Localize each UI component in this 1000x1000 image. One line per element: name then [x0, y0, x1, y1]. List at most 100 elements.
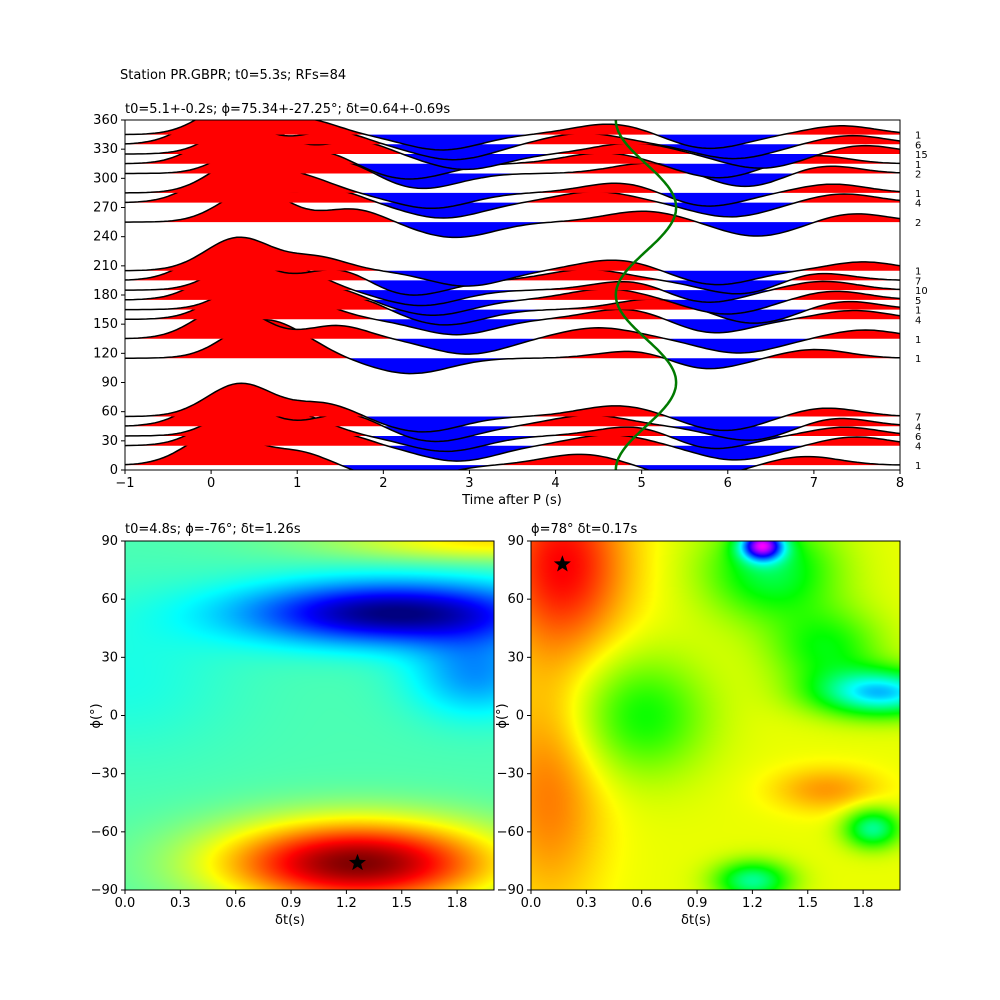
bin-count-label: 15	[915, 150, 928, 161]
trace-negative-fill	[125, 358, 900, 374]
x-tick-label: 0.0	[521, 896, 542, 911]
trace-negative-fill	[125, 319, 900, 335]
x-tick-label: 2	[379, 476, 387, 491]
trace-positive-fill	[125, 120, 900, 145]
bin-count-label: 7	[915, 276, 921, 287]
x-tick-label: 0.6	[631, 896, 652, 911]
trace-positive-fill	[125, 247, 900, 281]
left-heatmap-canvas-wrap	[125, 541, 494, 890]
trace-positive-fill	[125, 319, 900, 359]
trace-positive-fill	[125, 169, 900, 203]
bin-count-label: 1	[915, 335, 921, 346]
x-tick-label: 8	[896, 476, 904, 491]
left-y-label: ϕ(°)	[89, 703, 104, 728]
y-tick-label: 60	[101, 405, 118, 420]
bin-count-label: 5	[915, 296, 921, 307]
right-heatmap-canvas-wrap	[531, 541, 900, 890]
x-tick-label: 1	[293, 476, 301, 491]
trace-negative-fill	[125, 192, 900, 209]
bin-count-label: 1	[915, 354, 921, 365]
x-tick-label: 0.9	[687, 896, 708, 911]
left-heatmap	[125, 541, 494, 890]
trace-positive-fill	[125, 140, 900, 174]
x-tick-label: 6	[724, 476, 732, 491]
arrival-curve-group	[614, 120, 678, 470]
measurement-panel: ϕ=78° δt=0.17s 0.0 0.3 0.6 0.9 1.2 1.5 1.8 −90 −…	[495, 522, 901, 928]
y-tick-label: 60	[101, 592, 118, 607]
receiver-function-panel: t0=5.1+-0.2s; ϕ=75.34+-27.25°; δt=0.64+-…	[93, 102, 928, 508]
y-tick-label: −30	[91, 767, 118, 782]
bin-count-label: 1	[915, 131, 921, 142]
best-fit-star	[348, 853, 366, 871]
y-tick-label: 0	[110, 463, 118, 478]
trace-negative-fill	[125, 154, 900, 170]
y-tick-label: 30	[507, 650, 524, 665]
trace-line	[125, 120, 900, 151]
y-tick-label: 0	[516, 709, 524, 724]
y-tick-label: 30	[101, 650, 118, 665]
figure-title: Station PR.GBPR; t0=5.3s; RFs=84	[120, 68, 346, 83]
y-tick-label: 90	[507, 534, 524, 549]
bin-count-label: 1	[915, 461, 921, 472]
bin-count-label: 4	[915, 422, 921, 433]
x-tick-label: 4	[551, 476, 559, 491]
right-axis-ticks: 0.0 0.3 0.6 0.9 1.2 1.5 1.8 −90 −60 −30 0 30 60 90	[497, 534, 874, 911]
bin-count-label: 4	[915, 442, 921, 453]
x-tick-label: 1.8	[447, 896, 468, 911]
y-tick-label: 90	[101, 534, 118, 549]
x-tick-label: 1.2	[336, 896, 357, 911]
trace-positive-fill	[125, 237, 900, 271]
trace-line	[125, 236, 900, 287]
trace-positive-fill	[125, 285, 900, 320]
trace-positive-fill	[125, 305, 900, 339]
trace-positive-fill	[125, 121, 900, 155]
x-tick-label: 7	[810, 476, 818, 491]
bin-count-label: 1	[915, 306, 921, 317]
trace-positive-fill	[125, 120, 900, 135]
bin-count-label: 1	[915, 267, 921, 278]
trace-negative-fill	[125, 445, 900, 462]
trace-positive-fill	[125, 266, 900, 300]
trace-negative-fill	[125, 465, 900, 470]
trace-group	[125, 120, 900, 470]
x-tick-label: 0.0	[115, 896, 136, 911]
x-tick-label: −1	[115, 476, 134, 491]
bin-count-label: 7	[915, 413, 921, 424]
right-heatmap	[531, 541, 900, 890]
best-fit-star	[553, 555, 571, 572]
best-fit-star-marker	[553, 555, 571, 572]
top-x-label: Time after P (s)	[461, 493, 562, 508]
x-tick-label: 0.3	[170, 896, 191, 911]
x-tick-label: 0.9	[281, 896, 302, 911]
top-panel-subtitle: t0=5.1+-0.2s; ϕ=75.34+-27.25°; δt=0.64+-…	[125, 102, 450, 117]
trace-negative-fill	[125, 134, 900, 150]
trace-positive-fill	[125, 253, 900, 291]
x-tick-label: 1.5	[797, 896, 818, 911]
bin-count-label: 6	[915, 432, 921, 443]
bin-count-label: 4	[915, 315, 921, 326]
trace-line	[125, 382, 900, 433]
trace-positive-fill	[125, 158, 900, 193]
y-tick-label: −60	[91, 825, 118, 840]
x-tick-label: 1.2	[742, 896, 763, 911]
trace-positive-fill	[125, 412, 900, 446]
y-tick-label: 90	[101, 376, 118, 391]
left-x-label: δt(s)	[275, 913, 305, 928]
y-tick-label: −60	[497, 825, 524, 840]
trace-positive-fill	[125, 383, 900, 417]
bin-count-label: 2	[915, 218, 921, 229]
y-tick-label: 120	[93, 346, 118, 361]
trace-negative-fill	[125, 270, 900, 287]
grid-search-panel: t0=4.8s; ϕ=-76°; δt=1.26s 0.0 0.3 0.6 0.9 1.…	[89, 522, 495, 928]
y-tick-label: 150	[93, 317, 118, 332]
y-tick-label: 60	[507, 592, 524, 607]
x-tick-label: 3	[465, 476, 473, 491]
trace-positive-fill	[125, 189, 900, 223]
left-axis-ticks: 0.0 0.3 0.6 0.9 1.2 1.5 1.8 −90 −60 −30 0 30 60 90	[91, 534, 468, 911]
x-tick-label: 5	[638, 476, 646, 491]
bin-count-label: 10	[915, 286, 928, 297]
right-y-label: ϕ(°)	[495, 703, 510, 728]
predicted-arrival-curve	[614, 120, 678, 470]
y-tick-label: 210	[93, 259, 118, 274]
x-tick-label: 0.6	[225, 896, 246, 911]
